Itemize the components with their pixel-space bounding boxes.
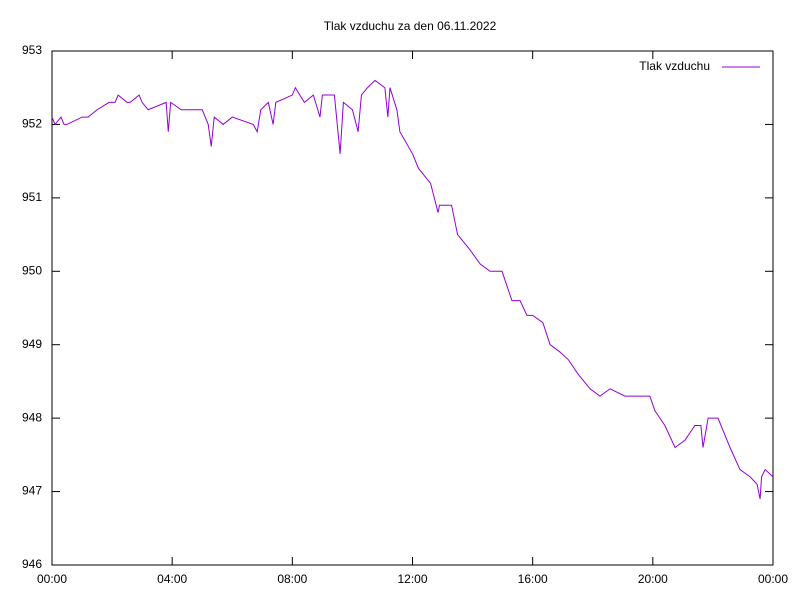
x-tick-label: 16:00 <box>518 572 548 586</box>
x-tick-label: 00:00 <box>758 572 788 586</box>
x-tick-label: 08:00 <box>277 572 307 586</box>
x-tick-label: 20:00 <box>638 572 668 586</box>
y-tick-label: 950 <box>22 263 42 277</box>
y-tick-label: 949 <box>22 337 42 351</box>
y-tick-label: 953 <box>22 43 42 57</box>
y-tick-label: 947 <box>22 484 42 498</box>
legend-label: Tlak vzduchu <box>639 59 710 73</box>
data-line <box>51 79 774 500</box>
y-tick-label: 946 <box>22 557 42 571</box>
x-tick-label: 12:00 <box>397 572 427 586</box>
x-tick-label: 04:00 <box>157 572 187 586</box>
y-tick-label: 951 <box>22 190 42 204</box>
y-tick-label: 948 <box>22 410 42 424</box>
x-tick-label: 00:00 <box>37 572 67 586</box>
y-tick-label: 952 <box>22 117 42 131</box>
chart-title: Tlak vzduchu za den 06.11.2022 <box>324 19 497 33</box>
